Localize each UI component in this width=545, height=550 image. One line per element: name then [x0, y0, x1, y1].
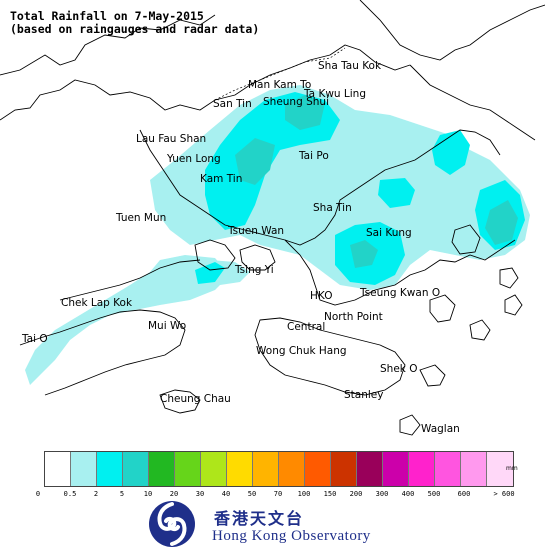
legend-swatch [123, 452, 149, 486]
legend-swatch [149, 452, 175, 486]
legend-swatch [461, 452, 487, 486]
legend-tick-label: 300 [375, 490, 389, 498]
rainfall-legend [44, 451, 514, 487]
legend-tick-label: 10 [143, 490, 153, 498]
map-subtitle: (based on raingauges and radar data) [10, 22, 260, 36]
place-label-wong-chuk-hang: Wong Chuk Hang [256, 345, 347, 357]
place-label-chek-lap-kok: Chek Lap Kok [61, 297, 133, 309]
legend-swatch [97, 452, 123, 486]
legend-tick-label: 500 [427, 490, 441, 498]
legend-tick-label: 200 [349, 490, 363, 498]
legend-tick-label: 100 [297, 490, 311, 498]
legend-tick-label: 0.5 [63, 490, 77, 498]
legend-tick-label: 2 [93, 490, 99, 498]
boundary-line [214, 47, 346, 101]
place-label-tai-po: Tai Po [299, 150, 329, 162]
legend-swatch [331, 452, 357, 486]
map-title: Total Rainfall on 7-May-2015 [10, 9, 204, 23]
legend-swatch [175, 452, 201, 486]
place-label-hko: HKO [310, 290, 333, 302]
org-name-english: Hong Kong Observatory [212, 528, 371, 544]
legend-tick-label: 70 [273, 490, 283, 498]
legend-swatch [383, 452, 409, 486]
place-label-tsuen-wan: Tsuen Wan [228, 225, 285, 237]
legend-tick-label: 5 [119, 490, 125, 498]
place-label-man-kam-to: Man Kam To [248, 79, 312, 91]
legend-swatch [201, 452, 227, 486]
legend-tick-label: 0 [35, 490, 41, 498]
legend-tick-label: 50 [247, 490, 257, 498]
rainfall-map [0, 0, 545, 436]
place-label-lau-fau-shan: Lau Fau Shan [136, 133, 207, 145]
place-label-waglan: Waglan [421, 423, 460, 435]
legend-swatch [279, 452, 305, 486]
place-label-sha-tau-kok: Sha Tau Kok [318, 60, 382, 72]
place-label-yuen-long: Yuen Long [167, 153, 221, 165]
place-label-shek-o: Shek O [380, 363, 418, 375]
place-label-tsing-yi: Tsing Yi [235, 264, 274, 276]
legend-swatch [409, 452, 435, 486]
place-label-mui-wo: Mui Wo [148, 320, 187, 332]
org-name-chinese: 香港天文台 [214, 509, 305, 528]
legend-swatch [435, 452, 461, 486]
place-label-sha-tin: Sha Tin [313, 202, 352, 214]
legend-swatch [227, 452, 253, 486]
legend-swatch [45, 452, 71, 486]
legend-swatch [253, 452, 279, 486]
legend-tick-label: 30 [195, 490, 205, 498]
place-label-sheung-shui: Sheung Shui [263, 96, 329, 108]
coastlines [0, 0, 545, 436]
place-label-sai-kung: Sai Kung [366, 227, 412, 239]
place-label-cheung-chau: Cheung Chau [160, 393, 231, 405]
place-label-stanley: Stanley [344, 389, 384, 401]
legend-swatch [357, 452, 383, 486]
place-label-ta-kwu-ling: Ta Kwu Ling [304, 88, 367, 100]
legend-tick-label: 40 [221, 490, 231, 498]
legend-tick-label: 150 [323, 490, 337, 498]
legend-swatch [487, 452, 513, 486]
place-label-tuen-mun: Tuen Mun [116, 212, 167, 224]
place-label-san-tin: San Tin [213, 98, 252, 110]
rainfall-region-teal [235, 95, 518, 268]
place-label-kam-tin: Kam Tin [200, 173, 243, 185]
legend-tick-label: 400 [401, 490, 415, 498]
hko-logo-icon [149, 501, 195, 547]
legend-swatch [305, 452, 331, 486]
place-label-tseung-kwan-o: Tseung Kwan O [360, 287, 441, 299]
legend-tick-label: > 600 [493, 490, 515, 498]
legend-swatch [71, 452, 97, 486]
place-label-tai-o: Tai O [22, 333, 48, 345]
legend-tick-label: 600 [457, 490, 471, 498]
legend-unit: mm [506, 465, 518, 472]
place-label-central: Central [287, 321, 326, 333]
legend-tick-label: 20 [169, 490, 179, 498]
place-label-north-point: North Point [324, 311, 383, 323]
